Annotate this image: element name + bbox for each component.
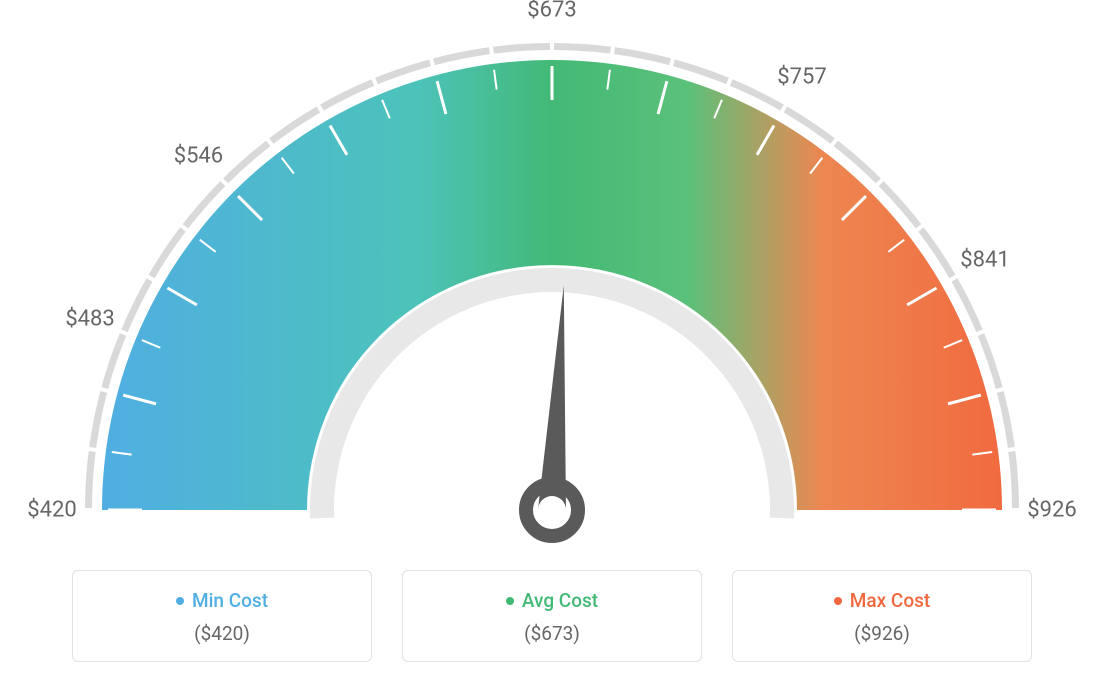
gauge-tick-label: $673 bbox=[527, 0, 576, 23]
gauge-needle bbox=[538, 285, 566, 510]
legend-item: Avg Cost ($673) bbox=[402, 570, 702, 662]
gauge-tick-label: $926 bbox=[1027, 498, 1076, 523]
gauge-tick-label: $546 bbox=[174, 144, 223, 169]
legend-item: Max Cost ($926) bbox=[732, 570, 1032, 662]
legend-label: Avg Cost bbox=[506, 589, 598, 612]
gauge-tick-label: $420 bbox=[27, 498, 76, 523]
gauge-tick-label: $483 bbox=[65, 306, 114, 331]
legend-row: Min Cost ($420) Avg Cost ($673) Max Cost ($92… bbox=[0, 570, 1104, 662]
gauge-tick-label: $757 bbox=[777, 64, 826, 89]
gauge-container: $420 $483 $546 $673 $757 $841 $926 bbox=[0, 0, 1104, 560]
legend-value: ($926) bbox=[743, 622, 1021, 645]
legend-item: Min Cost ($420) bbox=[72, 570, 372, 662]
gauge-tick-label: $841 bbox=[960, 248, 1009, 273]
legend-label: Min Cost bbox=[176, 589, 268, 612]
legend-label: Max Cost bbox=[834, 589, 930, 612]
legend-value: ($420) bbox=[83, 622, 361, 645]
legend-value: ($673) bbox=[413, 622, 691, 645]
gauge-svg bbox=[0, 0, 1104, 560]
